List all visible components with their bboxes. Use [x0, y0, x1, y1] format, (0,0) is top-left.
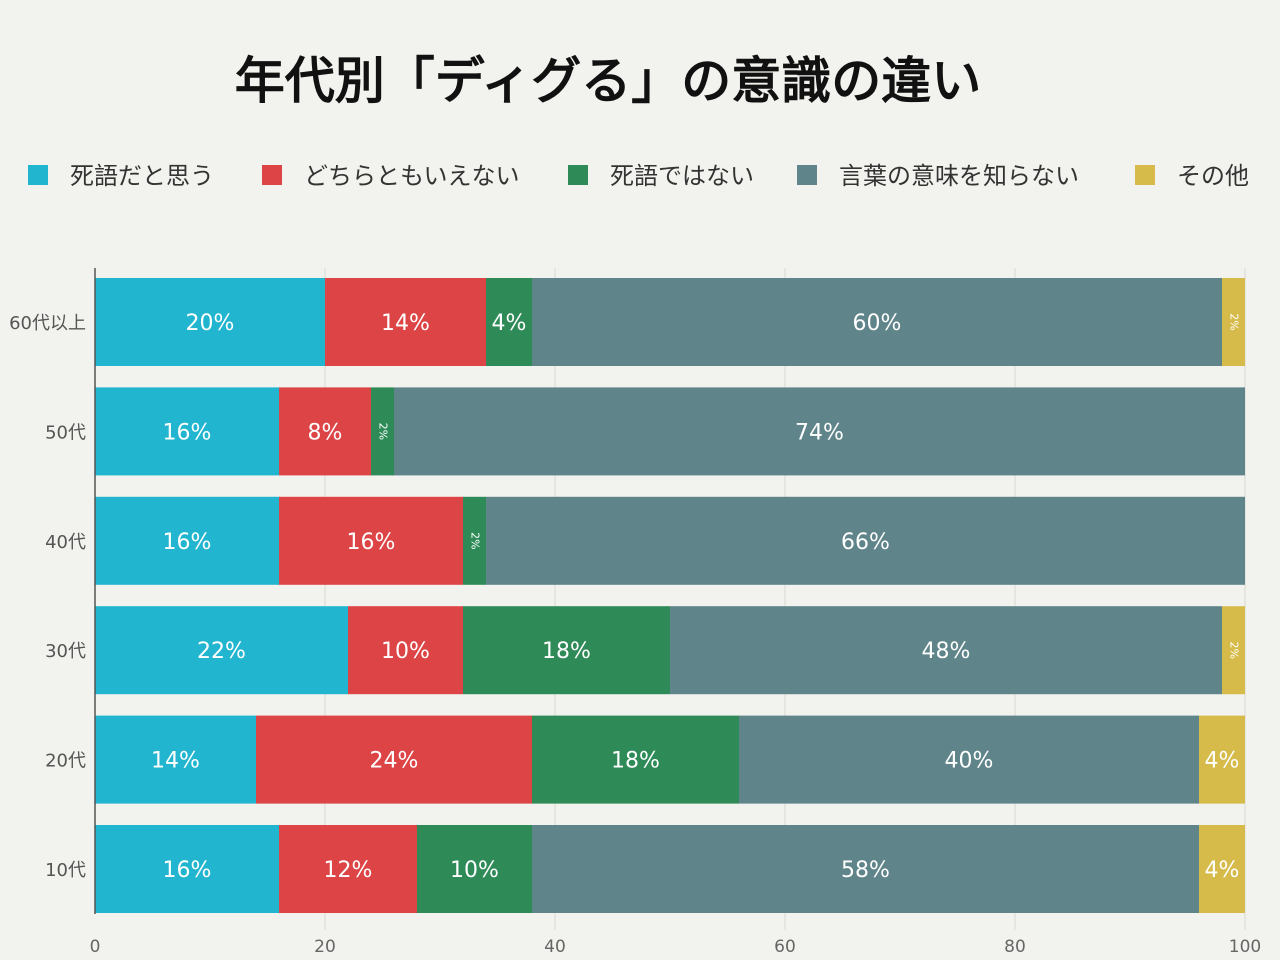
- bar-segment: [532, 825, 1199, 913]
- legend-item: どちらともいえない: [262, 162, 520, 190]
- bar-value-label: 10%: [450, 858, 499, 883]
- bar-segment: [95, 715, 256, 804]
- bar-value-label: 4%: [1205, 858, 1240, 883]
- legend-label: 死語ではない: [610, 162, 754, 190]
- legend-label: 死語だと思う: [70, 162, 214, 190]
- legend-item: 言葉の意味を知らない: [797, 162, 1079, 190]
- category-label: 10代: [45, 860, 86, 881]
- bar-value-label: 16%: [163, 858, 212, 883]
- bar-segment: [532, 278, 1222, 366]
- bar-segment: [1222, 606, 1245, 695]
- x-tick-label: 80: [1004, 937, 1026, 957]
- bar-segment: [670, 606, 1222, 695]
- bar-value-label: 66%: [841, 530, 890, 555]
- bar-segment: [348, 606, 463, 695]
- bar-value-label: 74%: [795, 420, 844, 445]
- legend-swatch: [568, 165, 588, 185]
- bar-value-label: 48%: [922, 639, 971, 664]
- bar-value-label: 24%: [370, 749, 419, 774]
- bar-row: 20% 14% 4% 60% 2%: [95, 278, 1245, 366]
- bar-segment: [279, 387, 371, 476]
- bar-segment: [532, 715, 739, 804]
- chart-title: 年代別「ディグる」の意識の違い: [235, 52, 982, 110]
- bar-segment: [739, 715, 1199, 804]
- bar-segment: [95, 278, 325, 366]
- category-label: 20代: [45, 751, 86, 772]
- bar-segment: [371, 387, 394, 476]
- bar-value-label: 4%: [492, 311, 527, 336]
- x-tick-label: 60: [774, 937, 796, 957]
- bar-value-label: 4%: [1205, 749, 1240, 774]
- bar-row: 22% 10% 18% 48% 2%: [95, 606, 1245, 695]
- bar-value-label: 58%: [841, 858, 890, 883]
- bar-segment: [325, 278, 486, 366]
- bar-value-label: 2%: [1228, 313, 1241, 330]
- category-label: 40代: [45, 532, 86, 553]
- bar-value-label: 40%: [945, 749, 994, 774]
- legend-swatch: [797, 165, 817, 185]
- bar-segment: [417, 825, 532, 913]
- legend-item: その他: [1135, 162, 1249, 190]
- legend: 死語だと思う どちらともいえない 死語ではない 言葉の意味を知らない その他: [28, 162, 1249, 190]
- bars: 20% 14% 4% 60% 2% 16% 8% 2% 74% 16% 16% 2% 66% 22% 10%…: [95, 278, 1245, 913]
- bar-value-label: 16%: [163, 530, 212, 555]
- bar-value-label: 22%: [197, 639, 246, 664]
- bar-segment: [95, 606, 348, 695]
- bar-segment: [463, 606, 670, 695]
- bar-value-label: 10%: [381, 639, 430, 664]
- bar-row: 16% 12% 10% 58% 4%: [95, 825, 1245, 913]
- x-tick-label: 0: [90, 937, 101, 957]
- bar-segment: [279, 825, 417, 913]
- category-label: 60代以上: [9, 313, 86, 334]
- bar-value-label: 2%: [377, 423, 390, 440]
- legend-item: 死語だと思う: [28, 162, 214, 190]
- category-labels: 60代以上 50代 40代 30代 20代 10代: [9, 313, 86, 881]
- x-tick-label: 40: [544, 937, 566, 957]
- bar-segment: [394, 387, 1245, 476]
- bar-value-label: 14%: [381, 311, 430, 336]
- category-label: 30代: [45, 641, 86, 662]
- gridlines: [324, 268, 1246, 930]
- category-label: 50代: [45, 422, 86, 443]
- bar-segment: [1199, 825, 1245, 913]
- bar-value-label: 2%: [1228, 641, 1241, 658]
- bar-segment: [256, 715, 532, 804]
- bar-value-label: 2%: [469, 532, 482, 549]
- bar-segment: [486, 496, 1245, 585]
- bar-value-label: 18%: [542, 639, 591, 664]
- bar-row: 14% 24% 18% 40% 4%: [95, 715, 1245, 804]
- legend-swatch: [1135, 165, 1155, 185]
- bar-value-label: 18%: [611, 749, 660, 774]
- x-axis-ticks: 0 20 40 60 80 100: [90, 937, 1262, 957]
- bar-value-label: 20%: [186, 311, 235, 336]
- bar-row: 16% 16% 2% 66%: [95, 496, 1245, 585]
- legend-label: どちらともいえない: [304, 162, 520, 190]
- bar-segment: [95, 387, 279, 476]
- bar-value-label: 8%: [308, 420, 343, 445]
- bar-row: 16% 8% 2% 74%: [95, 387, 1245, 476]
- bar-segment: [486, 278, 532, 366]
- bar-segment: [1222, 278, 1245, 366]
- bar-value-label: 12%: [324, 858, 373, 883]
- bar-value-label: 14%: [151, 749, 200, 774]
- legend-item: 死語ではない: [568, 162, 754, 190]
- bar-value-label: 16%: [163, 420, 212, 445]
- bar-segment: [1199, 715, 1245, 804]
- x-tick-label: 100: [1229, 937, 1261, 957]
- bar-segment: [463, 496, 486, 585]
- bar-segment: [279, 496, 463, 585]
- x-tick-label: 20: [314, 937, 336, 957]
- bar-segment: [95, 496, 279, 585]
- legend-label: その他: [1177, 162, 1249, 190]
- legend-swatch: [262, 165, 282, 185]
- bar-value-label: 16%: [347, 530, 396, 555]
- legend-swatch: [28, 165, 48, 185]
- legend-label: 言葉の意味を知らない: [839, 162, 1079, 190]
- bar-segment: [95, 825, 279, 913]
- bar-value-label: 60%: [853, 311, 902, 336]
